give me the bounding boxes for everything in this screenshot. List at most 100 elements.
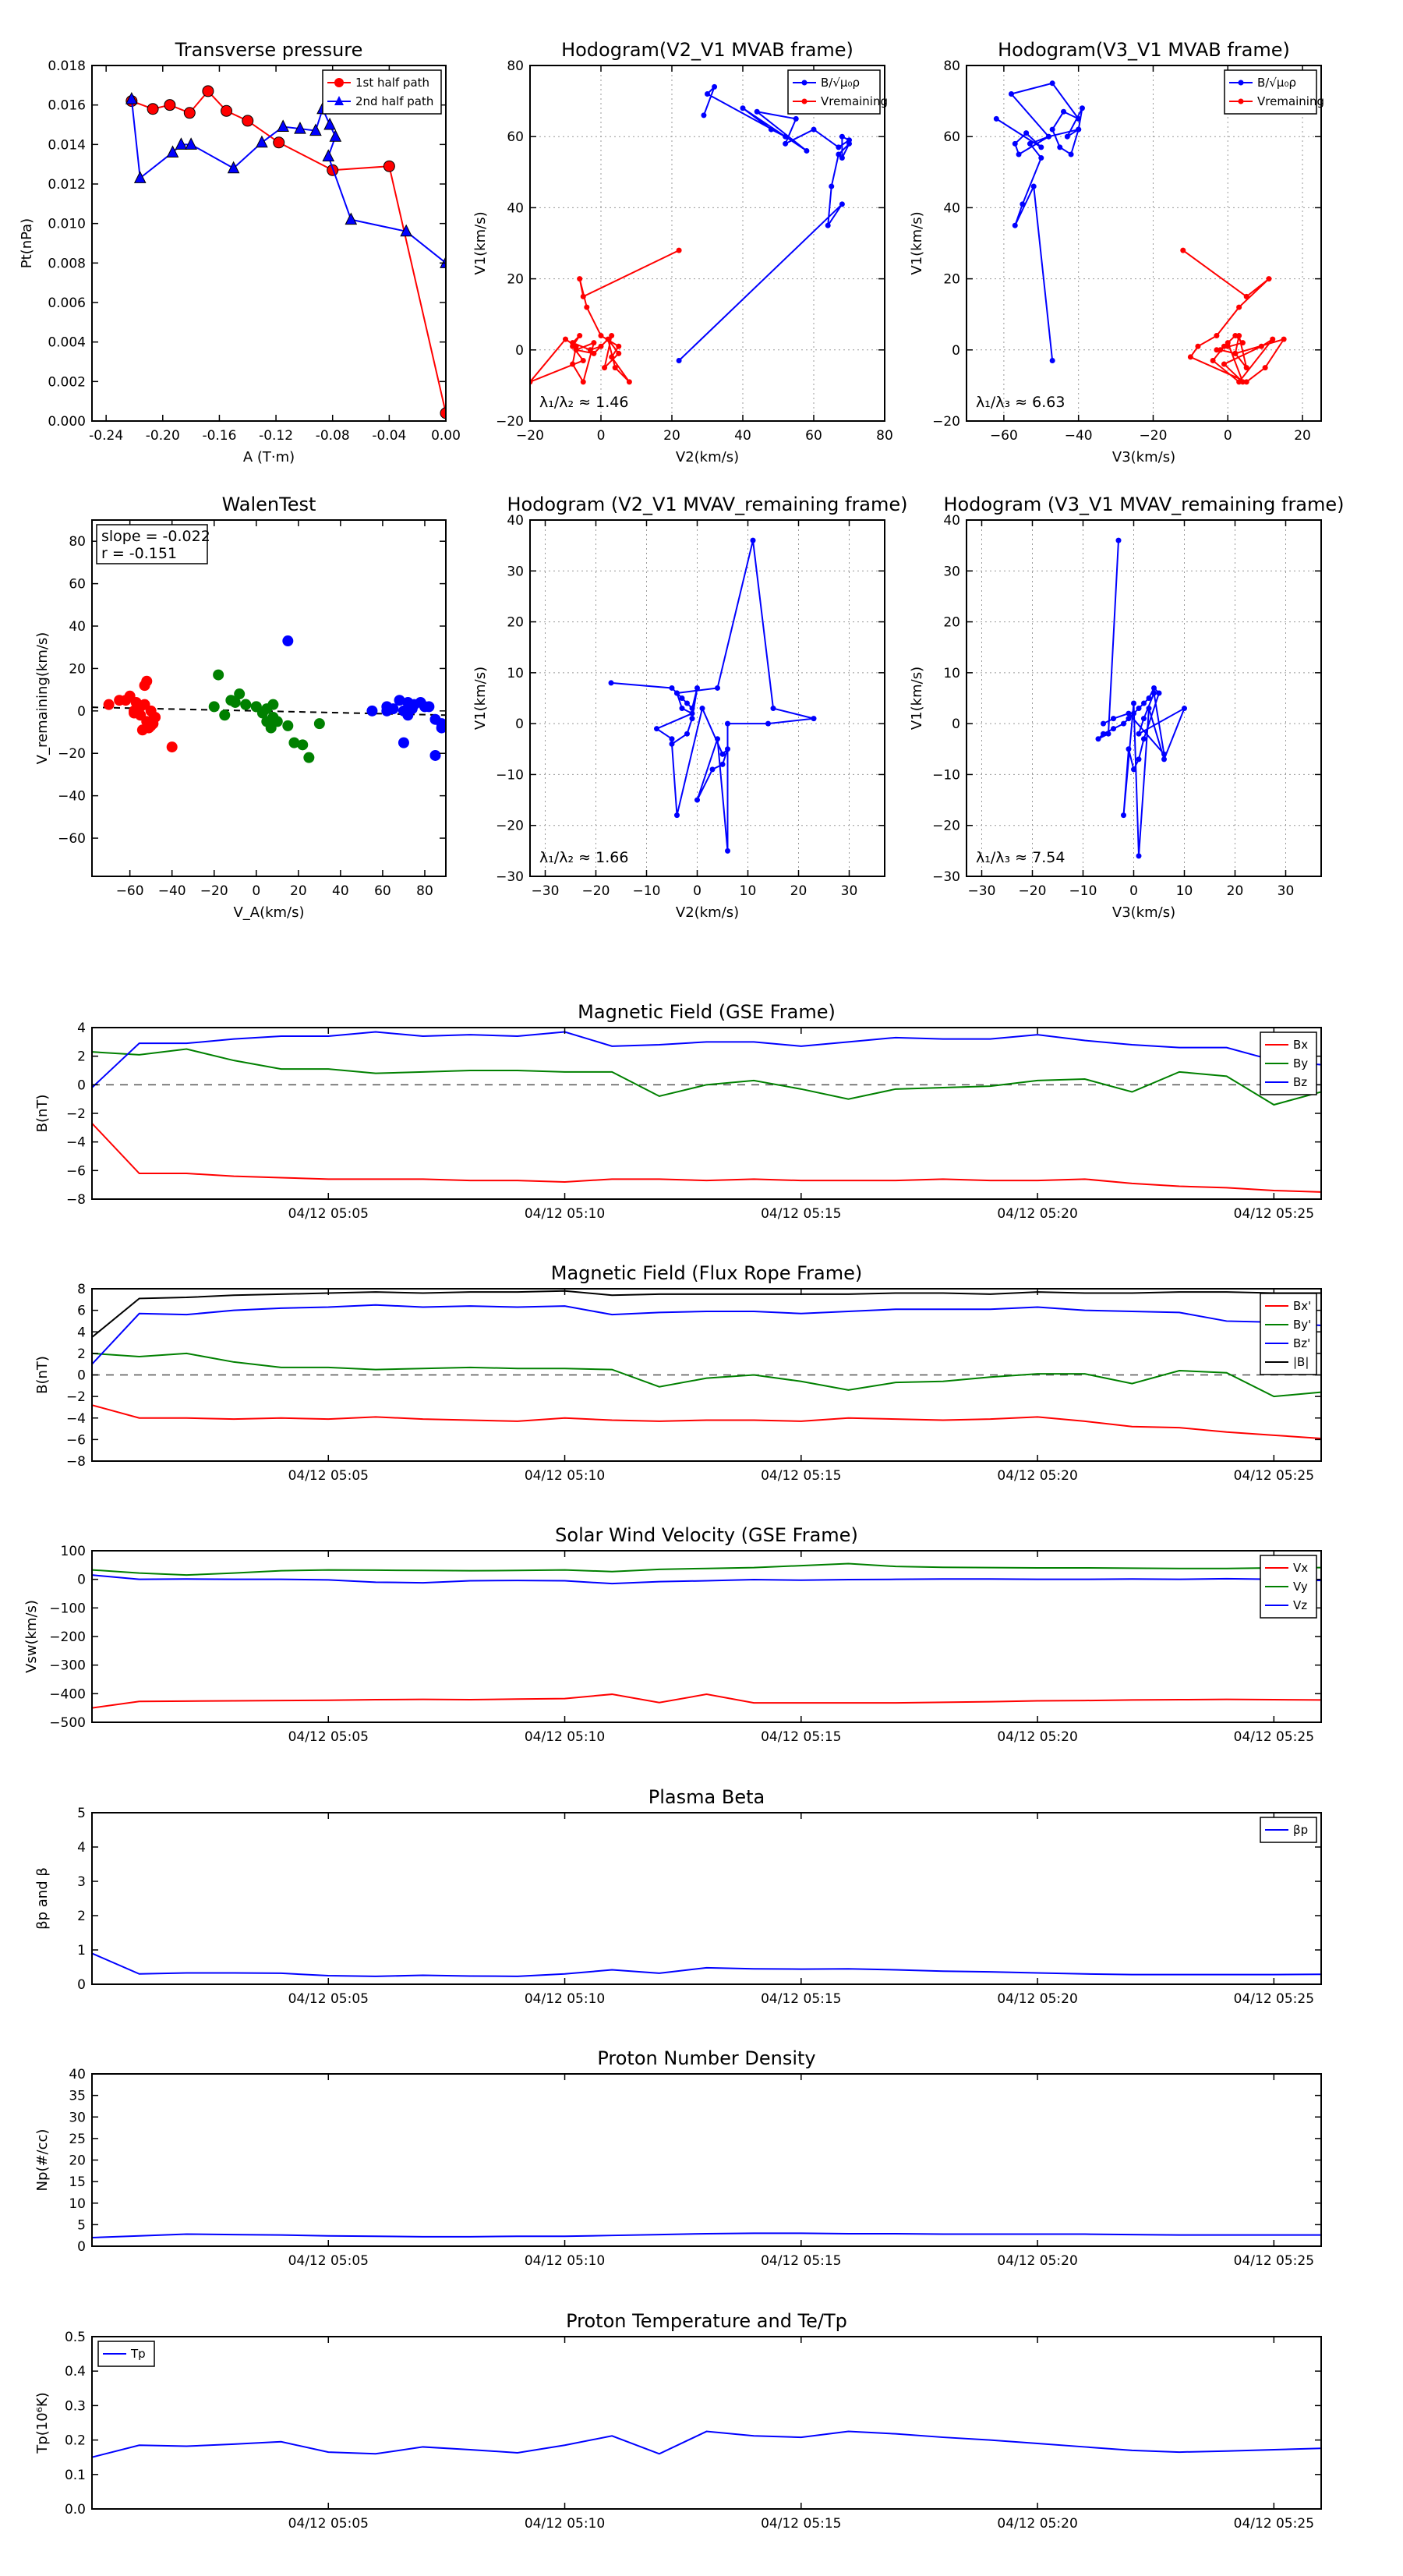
y-tick-label: 0	[77, 1977, 86, 1993]
x-tick-label: 10	[1176, 883, 1193, 899]
plot-area	[92, 2232, 1321, 2238]
axes-frame	[529, 519, 885, 877]
data-point	[591, 340, 597, 346]
y-tick-label: 20	[69, 2153, 86, 2169]
series-line-0	[1097, 540, 1186, 856]
x-tick-label: −20	[1019, 883, 1047, 899]
legend-marker	[801, 98, 808, 104]
data-point	[313, 718, 325, 730]
data-point	[1057, 144, 1063, 150]
legend: Tp	[97, 2341, 155, 2367]
eigenvalue-ratio: λ₁/λ₂ ≈ 1.66	[539, 849, 628, 866]
y-axis-label: B(nT)	[34, 1095, 51, 1133]
data-point	[608, 680, 614, 686]
y-tick-label: 0.016	[48, 98, 86, 114]
chart-title: Magnetic Field (GSE Frame)	[578, 1001, 836, 1023]
data-point	[679, 706, 685, 712]
axes-frame	[91, 519, 447, 877]
x-tick-label: −40	[1065, 428, 1093, 444]
y-tick-label: 0	[77, 1368, 86, 1384]
data-point	[125, 91, 138, 104]
series-line-0	[92, 1693, 1321, 1709]
data-point	[580, 357, 586, 363]
y-tick-label: 40	[507, 200, 524, 216]
y-tick-label: 0	[515, 343, 524, 359]
x-tick-label: 04/12 05:05	[288, 1991, 369, 2007]
x-tick-label: 04/12 05:15	[761, 1729, 841, 1745]
x-tick-label: −20	[582, 883, 610, 899]
x-tick-label: 04/12 05:15	[761, 1206, 841, 1222]
y-tick-label: 100	[61, 1544, 86, 1559]
y-tick-label: 0.5	[65, 2330, 86, 2345]
y-tick-label: 40	[943, 513, 960, 529]
data-point	[669, 736, 675, 742]
chart-h21r: −30 −20 −10 0 10 20 30 −30 −20 −10 0 10 20 30 40Hodogr…	[472, 494, 908, 921]
data-point	[1161, 751, 1167, 757]
x-tick-label: −60	[990, 428, 1018, 444]
y-tick-label: 2	[77, 1346, 86, 1362]
x-tick-label: 04/12 05:05	[288, 1729, 369, 1745]
chart-vsw: 04/12 05:05 04/12 05:10 04/12 05:15 04/12 0…	[23, 1524, 1322, 1745]
data-point	[1236, 379, 1242, 385]
data-point	[1262, 365, 1268, 371]
y-tick-label: −100	[49, 1601, 86, 1616]
x-tick-label: 30	[841, 883, 858, 899]
data-point	[1243, 293, 1249, 299]
y-tick-label: 0.010	[48, 217, 86, 232]
data-point	[1045, 133, 1051, 140]
data-point	[669, 685, 675, 691]
data-point	[1068, 151, 1074, 157]
y-tick-label: 0.014	[48, 137, 86, 153]
x-tick-label: 04/12 05:20	[997, 1468, 1077, 1484]
data-point	[1023, 130, 1030, 136]
axes-frame	[91, 1027, 1322, 1200]
y-axis-label: V_remaining(km/s)	[34, 632, 51, 765]
y-tick-label: 35	[69, 2089, 86, 2104]
data-point	[406, 703, 418, 715]
y-tick-label: 0.0	[65, 2502, 86, 2518]
series-line-3	[92, 1290, 1321, 1338]
x-tick-label: 20	[663, 428, 680, 444]
legend-marker	[801, 80, 808, 86]
data-point	[1136, 853, 1142, 859]
x-tick-label: 30	[1278, 883, 1295, 899]
data-point	[1156, 690, 1162, 696]
data-point	[669, 741, 675, 747]
data-point	[1195, 343, 1201, 349]
data-point	[676, 247, 682, 253]
y-axis-label: V1(km/s)	[909, 211, 925, 274]
x-tick-label: 04/12 05:25	[1234, 1991, 1314, 2007]
data-point	[440, 407, 446, 419]
data-point	[1217, 347, 1224, 353]
eigenvalue-ratio: λ₁/λ₃ ≈ 7.54	[976, 849, 1065, 866]
data-point	[679, 695, 685, 701]
y-tick-label: −2	[66, 1106, 86, 1122]
data-point	[1126, 710, 1132, 717]
series-line-0	[92, 1404, 1321, 1439]
data-point	[580, 379, 586, 385]
x-axis-label: V3(km/s)	[1112, 449, 1175, 465]
data-point	[1049, 80, 1055, 87]
y-tick-label: −6	[66, 1432, 86, 1448]
legend: 1st half path 2nd half path	[322, 69, 442, 115]
data-point	[701, 112, 707, 119]
y-tick-label: 80	[507, 58, 524, 74]
data-point	[323, 117, 336, 130]
y-tick-label: 20	[943, 272, 960, 288]
x-tick-label: 20	[1227, 883, 1244, 899]
x-tick-label: 04/12 05:05	[288, 1468, 369, 1484]
data-point	[1146, 706, 1152, 712]
y-tick-label: 2	[77, 1049, 86, 1065]
plot-area	[92, 1562, 1321, 1709]
data-point	[147, 718, 159, 730]
x-tick-label: 04/12 05:20	[997, 1729, 1077, 1745]
x-tick-label: 04/12 05:15	[761, 2253, 841, 2269]
chart-title: Proton Number Density	[597, 2047, 815, 2069]
series-line-0	[131, 90, 446, 414]
y-tick-label: 20	[69, 661, 86, 677]
data-point	[1210, 357, 1216, 363]
data-point	[705, 90, 710, 97]
legend-marker	[334, 96, 344, 105]
y-tick-label: 40	[69, 2067, 86, 2082]
x-tick-label: 40	[734, 428, 751, 444]
